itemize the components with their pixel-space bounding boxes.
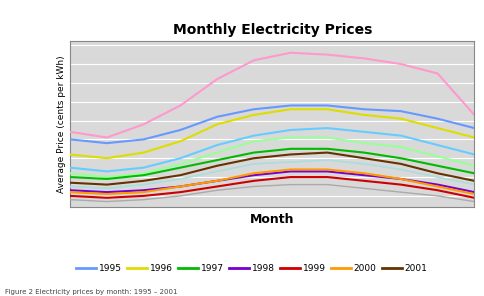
1996 xyxy=(141,151,147,154)
1995 xyxy=(435,117,440,120)
1995 xyxy=(178,128,183,132)
1995 xyxy=(251,107,257,111)
1997 xyxy=(178,166,183,169)
1996 xyxy=(398,117,404,120)
1999 xyxy=(251,179,257,183)
Line: 2001: 2001 xyxy=(70,152,474,185)
Line: 1998: 1998 xyxy=(70,171,474,192)
2001 xyxy=(287,153,293,156)
1998 xyxy=(251,173,257,177)
1999 xyxy=(178,190,183,194)
2000 xyxy=(435,185,440,188)
2000 xyxy=(398,177,404,181)
2000 xyxy=(471,192,477,196)
1998 xyxy=(141,189,147,192)
1996 xyxy=(67,153,73,156)
2000 xyxy=(214,179,220,183)
Line: 2000: 2000 xyxy=(70,170,474,194)
2001 xyxy=(251,157,257,160)
Line: 1997: 1997 xyxy=(70,149,474,179)
2000 xyxy=(178,185,183,188)
1996 xyxy=(435,126,440,130)
Line: 1995: 1995 xyxy=(70,105,474,143)
Line: 1999: 1999 xyxy=(70,177,474,198)
1998 xyxy=(287,170,293,173)
2001 xyxy=(67,181,73,184)
2000 xyxy=(141,190,147,194)
1995 xyxy=(141,138,147,141)
2000 xyxy=(287,168,293,171)
1998 xyxy=(178,185,183,188)
1997 xyxy=(361,151,367,154)
Legend: 1995, 1996, 1997, 1998, 1999, 2000, 2001: 1995, 1996, 1997, 1998, 1999, 2000, 2001 xyxy=(73,260,431,277)
Line: 1996: 1996 xyxy=(70,109,474,158)
2001 xyxy=(471,179,477,183)
2000 xyxy=(67,190,73,194)
1999 xyxy=(214,185,220,188)
1995 xyxy=(67,138,73,141)
1996 xyxy=(104,157,110,160)
X-axis label: Month: Month xyxy=(250,213,294,226)
1997 xyxy=(141,173,147,177)
1995 xyxy=(104,141,110,145)
1996 xyxy=(178,139,183,143)
2000 xyxy=(251,171,257,175)
1999 xyxy=(67,194,73,198)
1996 xyxy=(287,107,293,111)
2001 xyxy=(398,162,404,166)
1998 xyxy=(104,190,110,194)
1998 xyxy=(361,173,367,177)
1996 xyxy=(324,107,330,111)
2001 xyxy=(214,164,220,168)
1998 xyxy=(67,189,73,192)
1999 xyxy=(287,175,293,179)
1995 xyxy=(214,115,220,119)
1997 xyxy=(67,175,73,179)
1998 xyxy=(214,179,220,183)
1998 xyxy=(435,183,440,186)
1997 xyxy=(104,177,110,181)
1995 xyxy=(287,104,293,107)
1996 xyxy=(471,136,477,139)
1997 xyxy=(251,151,257,154)
1999 xyxy=(324,175,330,179)
1998 xyxy=(398,177,404,181)
2001 xyxy=(178,173,183,177)
1995 xyxy=(324,104,330,107)
1999 xyxy=(104,196,110,200)
1997 xyxy=(471,171,477,175)
1997 xyxy=(324,147,330,151)
2000 xyxy=(361,171,367,175)
2000 xyxy=(324,168,330,171)
1995 xyxy=(398,109,404,113)
2001 xyxy=(104,183,110,186)
1996 xyxy=(251,113,257,117)
1995 xyxy=(471,126,477,130)
2001 xyxy=(141,179,147,183)
2001 xyxy=(324,151,330,154)
1997 xyxy=(214,158,220,162)
1999 xyxy=(471,196,477,200)
2001 xyxy=(361,157,367,160)
1997 xyxy=(398,157,404,160)
1997 xyxy=(435,164,440,168)
1998 xyxy=(324,170,330,173)
2001 xyxy=(435,171,440,175)
Title: Monthly Electricity Prices: Monthly Electricity Prices xyxy=(173,23,372,38)
1996 xyxy=(214,123,220,126)
1996 xyxy=(361,113,367,117)
1999 xyxy=(398,183,404,186)
1998 xyxy=(471,190,477,194)
1995 xyxy=(361,107,367,111)
1999 xyxy=(435,189,440,192)
1999 xyxy=(141,194,147,198)
Text: Figure 2 Electricity prices by month: 1995 – 2001: Figure 2 Electricity prices by month: 19… xyxy=(5,289,177,295)
Y-axis label: Average Price (cents per kWh): Average Price (cents per kWh) xyxy=(57,56,66,193)
1997 xyxy=(287,147,293,151)
1999 xyxy=(361,179,367,183)
2000 xyxy=(104,192,110,196)
